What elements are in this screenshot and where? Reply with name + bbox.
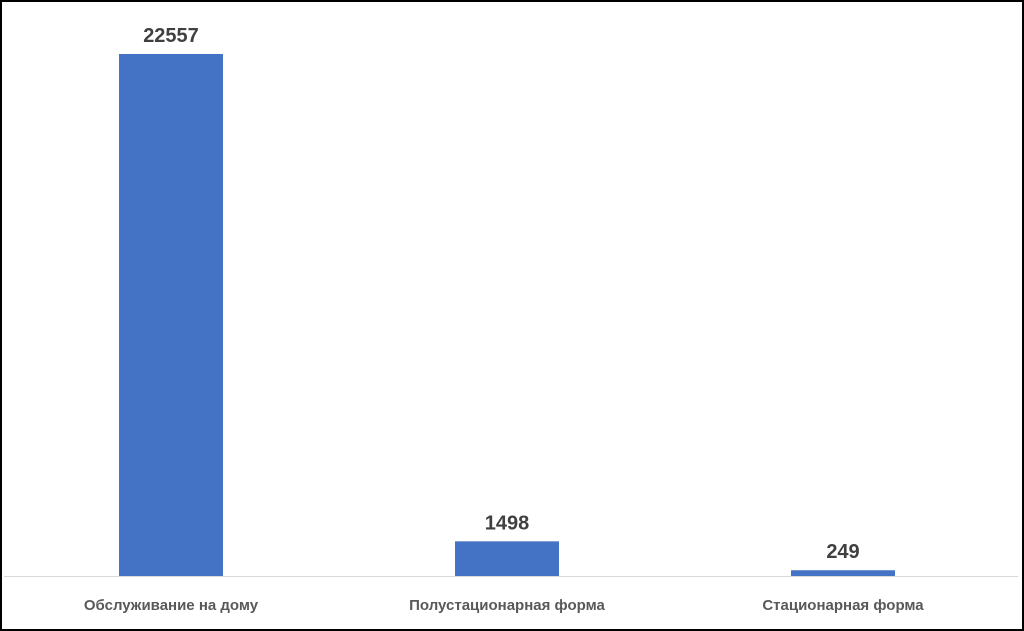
category-label: Стационарная форма xyxy=(762,597,924,614)
data-label: 1498 xyxy=(485,512,530,534)
bar xyxy=(791,570,895,576)
category-label: Полустационарная форма xyxy=(409,597,605,614)
bar xyxy=(119,54,223,576)
bar xyxy=(455,541,559,576)
data-label: 249 xyxy=(826,541,859,563)
category-label: Обслуживание на дому xyxy=(84,597,259,614)
data-label: 22557 xyxy=(143,25,199,47)
